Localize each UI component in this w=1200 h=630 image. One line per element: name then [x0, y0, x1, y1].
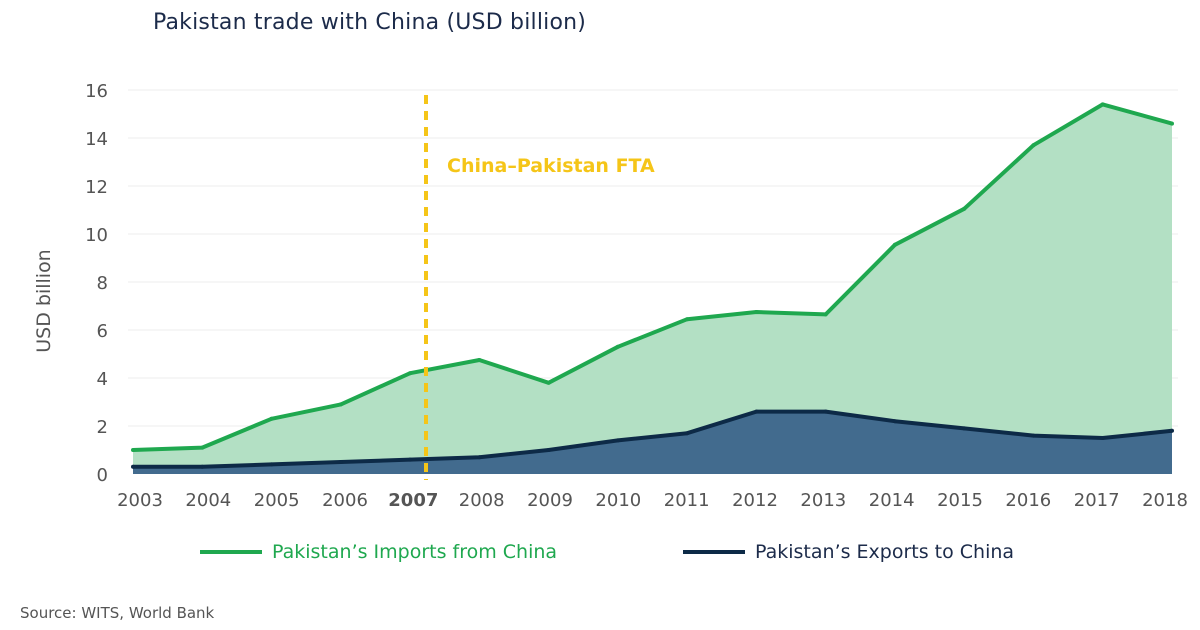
- y-tick-label: 10: [85, 225, 108, 246]
- x-tick-label: 2005: [254, 490, 300, 511]
- data-point: [1170, 121, 1174, 126]
- legend-item-exports: Pakistan’s Exports to China: [683, 541, 1014, 563]
- x-tick-label: 2004: [185, 490, 231, 511]
- x-tick-label: 2013: [800, 490, 846, 511]
- data-point: [1100, 102, 1105, 107]
- data-point: [269, 462, 274, 467]
- y-tick-label: 2: [97, 417, 108, 438]
- chart-title: Pakistan trade with China (USD billion): [153, 10, 587, 35]
- x-tick-label: 2009: [527, 490, 573, 511]
- y-tick-label: 6: [97, 321, 108, 342]
- data-point: [615, 438, 620, 443]
- legend-label-imports: Pakistan’s Imports from China: [272, 541, 558, 563]
- data-point: [200, 464, 205, 469]
- x-tick-label: 2016: [1005, 490, 1051, 511]
- x-tick-label: 2012: [732, 490, 778, 511]
- y-tick-label: 0: [97, 465, 108, 486]
- data-point: [685, 317, 690, 322]
- line-imports: [132, 102, 1173, 452]
- data-point: [338, 402, 343, 407]
- y-tick-label: 14: [85, 129, 108, 150]
- data-point: [892, 242, 897, 247]
- data-point: [546, 380, 551, 385]
- data-point: [408, 457, 413, 462]
- data-point: [1031, 433, 1036, 438]
- line-exports: [133, 409, 1173, 469]
- data-point: [338, 460, 343, 464]
- fta-annotation-label: China–Pakistan FTA: [447, 155, 655, 177]
- x-tick-label: 2015: [937, 490, 983, 511]
- legend-item-imports: Pakistan’s Imports from China: [200, 541, 557, 563]
- x-tick-label: 2010: [595, 490, 641, 511]
- x-tick-label: 2014: [869, 490, 915, 511]
- data-point: [1031, 143, 1036, 148]
- x-tick-label: 2018: [1142, 490, 1188, 511]
- data-point: [131, 448, 135, 452]
- data-point: [823, 409, 828, 414]
- data-point: [754, 409, 759, 414]
- y-tick-label: 16: [85, 81, 108, 102]
- data-point: [477, 455, 482, 460]
- data-point: [962, 206, 967, 211]
- source-note: Source: WITS, World Bank: [20, 604, 215, 622]
- legend-label-exports: Pakistan’s Exports to China: [755, 541, 1015, 563]
- legend-swatch-imports: [200, 550, 262, 554]
- data-point: [131, 464, 135, 469]
- data-point: [615, 344, 620, 349]
- data-point: [477, 358, 482, 362]
- data-point: [823, 312, 828, 317]
- y-tick-label: 12: [85, 177, 108, 198]
- x-tick-label: 2006: [322, 490, 368, 511]
- x-tick-label: 2017: [1074, 490, 1120, 511]
- data-point: [754, 310, 759, 314]
- data-point: [546, 448, 551, 452]
- data-point: [962, 426, 967, 431]
- data-point: [892, 419, 897, 424]
- data-point: [200, 445, 205, 450]
- data-point: [1100, 436, 1105, 440]
- data-point: [408, 371, 413, 376]
- legend-swatch-exports: [683, 550, 745, 554]
- y-tick-label: 8: [97, 273, 108, 294]
- x-tick-label: 2003: [117, 490, 163, 511]
- area-exports: [133, 411, 1172, 474]
- x-tick-label: 2008: [459, 490, 505, 511]
- data-point: [685, 431, 690, 436]
- data-point: [1170, 428, 1174, 433]
- y-tick-label: 4: [97, 369, 108, 390]
- x-tick-label: 2011: [664, 490, 710, 511]
- data-point: [269, 416, 274, 421]
- x-tick-label: 2007: [388, 490, 438, 511]
